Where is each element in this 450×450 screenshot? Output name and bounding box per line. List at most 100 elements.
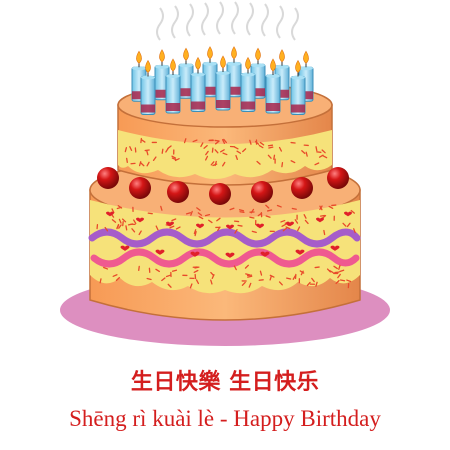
sprinkle (171, 218, 177, 222)
sprinkle (269, 274, 275, 278)
sprinkle (165, 274, 172, 278)
sprinkle (282, 227, 288, 232)
sprinkle (241, 281, 246, 286)
sprinkle (221, 161, 226, 167)
sprinkle (190, 210, 193, 216)
sprinkle (152, 156, 157, 161)
candle-top (266, 74, 280, 78)
sprinkle (160, 205, 163, 211)
sprinkle (273, 154, 276, 160)
sprinkle (193, 269, 199, 273)
heart (295, 249, 305, 255)
sprinkle (346, 279, 352, 283)
sprinkle (306, 281, 311, 287)
sprinkle (342, 222, 347, 227)
sprinkle (299, 270, 305, 274)
sprinkle (328, 205, 334, 209)
candle-smoke (156, 1, 299, 41)
sprinkle (99, 278, 102, 284)
sprinkle (323, 229, 326, 236)
sprinkle (200, 142, 204, 148)
flame (303, 50, 309, 64)
birthday-cake-illustration (60, 1, 390, 346)
sprinkle (300, 270, 304, 276)
sprinkle (138, 230, 142, 236)
pinyin-translation: Shēng rì kuài lè - Happy Birthday (69, 406, 381, 431)
sprinkle (321, 214, 327, 219)
sprinkle (235, 154, 238, 161)
sprinkle (291, 207, 297, 210)
sprinkle (326, 268, 331, 273)
sprinkle (210, 271, 215, 277)
candle-top (299, 66, 313, 71)
sprinkle (338, 264, 341, 270)
sprinkle (126, 157, 128, 164)
sprinkle (278, 146, 283, 152)
cherries (97, 167, 349, 205)
sprinkle (314, 266, 320, 269)
sprinkle (196, 207, 201, 211)
sprinkle (315, 146, 318, 152)
sprinkle (251, 230, 257, 234)
sprinkle (280, 219, 286, 223)
sprinkle (167, 145, 172, 150)
sprinkle (223, 138, 228, 144)
sprinkle (117, 205, 123, 209)
heart (316, 217, 324, 223)
candle-base (166, 103, 180, 111)
heart (106, 211, 114, 217)
purple-wave (88, 228, 361, 248)
pink-wave (90, 248, 360, 268)
sprinkle (146, 161, 150, 167)
sprinkle (204, 214, 211, 217)
bottom-tier-decorations (96, 204, 356, 289)
sprinkle (268, 146, 274, 149)
sprinkle (216, 217, 221, 222)
sprinkle (305, 151, 308, 157)
candle-base (191, 101, 205, 110)
heart (155, 249, 165, 255)
chinese-greeting: 生日快樂 生日快乐 (130, 370, 320, 395)
sprinkle (281, 162, 284, 168)
sprinkle (146, 277, 152, 281)
sprinkle (198, 216, 204, 220)
candle-base (227, 86, 241, 95)
sprinkle (210, 279, 213, 285)
sprinkle (125, 225, 128, 231)
heart (226, 224, 234, 230)
sprinkle (292, 275, 296, 280)
sprinkle (259, 270, 263, 276)
heart (330, 245, 340, 251)
sprinkle (248, 282, 252, 288)
candle-top (132, 66, 146, 71)
sprinkle (297, 226, 301, 232)
sprinkle (242, 148, 247, 153)
sprinkle (112, 274, 118, 277)
sprinkle (303, 213, 307, 219)
sprinkle (278, 281, 283, 286)
sprinkle (339, 269, 345, 273)
sprinkle (244, 264, 249, 269)
sprinkle (205, 155, 209, 161)
sprinkle (294, 219, 299, 224)
sprinkle (175, 226, 181, 230)
sprinkle (285, 226, 291, 230)
sprinkle (254, 141, 260, 145)
flame (145, 59, 151, 73)
candle-base (299, 91, 313, 100)
sprinkle (220, 149, 225, 153)
sprinkle (195, 279, 200, 285)
sprinkle (211, 147, 214, 153)
sprinkle (229, 207, 235, 211)
sprinkle (319, 214, 326, 217)
candle-top (166, 74, 180, 78)
sprinkle (155, 225, 159, 231)
cherry (129, 177, 151, 199)
sprinkle (197, 212, 203, 216)
sprinkle (192, 139, 198, 143)
sprinkle (116, 223, 120, 229)
heart (120, 245, 130, 251)
heart (260, 251, 270, 257)
sprinkle (210, 161, 215, 166)
sprinkle (238, 209, 245, 212)
